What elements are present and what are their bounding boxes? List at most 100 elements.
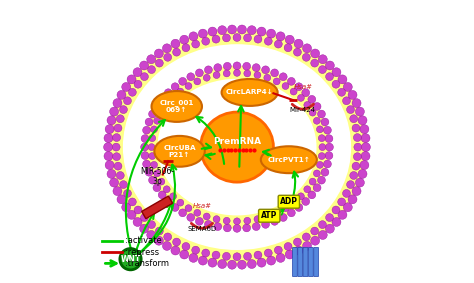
Circle shape (179, 209, 187, 217)
Circle shape (233, 34, 241, 41)
Circle shape (308, 95, 316, 103)
Ellipse shape (152, 91, 202, 122)
Circle shape (127, 75, 136, 84)
Circle shape (203, 213, 210, 220)
Circle shape (214, 223, 222, 231)
Circle shape (273, 209, 280, 216)
Circle shape (274, 246, 283, 254)
Circle shape (133, 68, 142, 77)
Circle shape (290, 88, 297, 95)
Circle shape (116, 171, 124, 179)
Circle shape (151, 161, 157, 168)
Circle shape (120, 248, 141, 270)
Circle shape (170, 193, 176, 200)
Text: ADP: ADP (280, 197, 298, 206)
Circle shape (356, 178, 365, 187)
Circle shape (155, 227, 163, 235)
Circle shape (179, 78, 187, 85)
Circle shape (319, 144, 326, 151)
Circle shape (302, 198, 310, 205)
Circle shape (343, 190, 350, 197)
Circle shape (114, 162, 122, 170)
Circle shape (348, 195, 357, 204)
Circle shape (163, 102, 170, 108)
Text: Circ_001
069↑: Circ_001 069↑ (160, 100, 194, 113)
Circle shape (194, 78, 201, 85)
Circle shape (148, 176, 156, 184)
Circle shape (264, 37, 272, 45)
Circle shape (244, 34, 252, 42)
Circle shape (158, 109, 165, 116)
Circle shape (276, 32, 285, 41)
Circle shape (298, 193, 304, 200)
Circle shape (124, 190, 131, 197)
Circle shape (114, 124, 122, 132)
Text: :activate: :activate (125, 237, 162, 245)
Circle shape (304, 186, 311, 193)
Circle shape (122, 82, 131, 91)
Circle shape (262, 66, 270, 74)
Circle shape (295, 83, 303, 91)
Circle shape (354, 143, 362, 151)
Circle shape (140, 61, 149, 70)
Circle shape (254, 35, 262, 43)
Circle shape (233, 253, 241, 261)
Circle shape (350, 115, 358, 123)
Circle shape (358, 170, 367, 178)
Circle shape (282, 205, 289, 212)
Circle shape (308, 191, 316, 199)
Text: SEMA6D: SEMA6D (187, 226, 217, 232)
Circle shape (234, 218, 240, 225)
Circle shape (360, 160, 369, 170)
Circle shape (302, 44, 311, 53)
Circle shape (147, 230, 156, 239)
Text: WNT: WNT (120, 255, 141, 264)
Circle shape (326, 73, 334, 81)
Circle shape (141, 135, 149, 143)
Circle shape (143, 126, 150, 134)
Circle shape (243, 62, 251, 70)
Circle shape (325, 224, 334, 233)
Circle shape (212, 35, 220, 43)
Circle shape (233, 224, 241, 232)
Circle shape (262, 220, 270, 228)
Circle shape (252, 223, 260, 231)
Circle shape (147, 55, 156, 64)
Circle shape (128, 88, 137, 96)
Circle shape (107, 170, 116, 178)
Circle shape (208, 27, 217, 36)
Circle shape (352, 186, 361, 196)
Circle shape (290, 199, 297, 206)
Circle shape (237, 260, 246, 269)
Circle shape (332, 206, 340, 214)
Circle shape (319, 135, 325, 142)
FancyBboxPatch shape (314, 247, 319, 276)
Circle shape (309, 178, 316, 185)
Circle shape (318, 176, 326, 184)
Circle shape (218, 26, 227, 35)
Text: Mir-424: Mir-424 (290, 107, 316, 113)
Circle shape (285, 250, 294, 259)
Circle shape (271, 217, 279, 225)
Circle shape (285, 35, 294, 44)
Circle shape (310, 49, 319, 58)
Circle shape (337, 88, 346, 96)
Circle shape (313, 170, 320, 177)
Circle shape (105, 160, 114, 170)
Circle shape (163, 241, 172, 250)
Ellipse shape (157, 79, 317, 215)
Circle shape (187, 214, 195, 221)
Circle shape (173, 238, 181, 246)
Circle shape (348, 90, 357, 99)
Circle shape (189, 32, 198, 41)
Circle shape (149, 135, 155, 142)
Circle shape (182, 44, 190, 52)
Circle shape (140, 214, 148, 222)
Circle shape (185, 83, 192, 89)
Text: CircUBA
P21↑: CircUBA P21↑ (163, 145, 196, 158)
Circle shape (252, 64, 260, 72)
Circle shape (313, 184, 321, 192)
Circle shape (295, 203, 303, 211)
Circle shape (107, 116, 116, 125)
Circle shape (302, 233, 310, 241)
